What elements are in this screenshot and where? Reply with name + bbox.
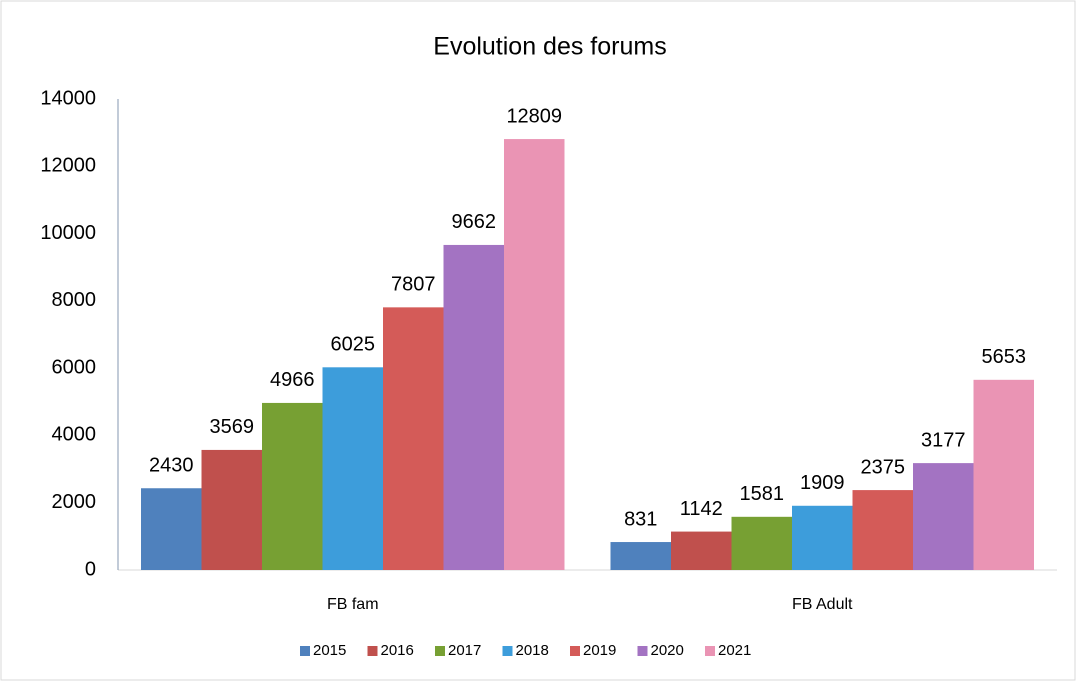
bar: [322, 367, 383, 570]
y-tick-label: 2000: [52, 491, 97, 513]
bar: [610, 542, 671, 570]
y-tick-label: 8000: [52, 289, 97, 311]
y-tick-label: 4000: [52, 424, 97, 446]
legend-label: 2016: [381, 642, 414, 659]
data-label: 2430: [149, 455, 194, 477]
data-label: 9662: [452, 211, 497, 233]
legend-swatch: [502, 646, 513, 656]
data-label: 831: [624, 508, 657, 530]
legend-label: 2018: [516, 642, 549, 659]
y-tick-label: 0: [85, 558, 96, 580]
data-label: 3177: [921, 429, 966, 451]
legend-label: 2015: [313, 642, 346, 659]
data-label: 4966: [270, 369, 315, 391]
legend-swatch: [435, 646, 445, 656]
legend-label: 2021: [718, 642, 751, 659]
legend-swatch: [570, 646, 580, 656]
bar: [671, 531, 732, 570]
x-tick-label: FB Adult: [792, 596, 853, 613]
legend-label: 2019: [583, 642, 616, 659]
data-label: 7807: [391, 274, 436, 296]
legend-swatch: [300, 646, 310, 656]
bar: [731, 516, 792, 570]
data-label: 1142: [680, 498, 723, 520]
y-tick-label: 10000: [40, 222, 96, 244]
legend-label: 2017: [448, 642, 481, 659]
data-label: 1581: [740, 483, 785, 505]
chart-title: Evolution des forums: [433, 33, 666, 61]
bar: [201, 449, 262, 570]
data-label: 5653: [982, 346, 1027, 368]
bar: [262, 402, 323, 570]
data-label: 12809: [506, 105, 562, 127]
bar: [443, 244, 504, 570]
bar: [504, 139, 565, 570]
bar: [913, 463, 974, 570]
y-tick-label: 6000: [52, 356, 97, 378]
y-tick-label: 12000: [40, 155, 96, 177]
legend-swatch: [705, 646, 715, 656]
bar: [792, 505, 853, 570]
data-label: 3569: [210, 416, 255, 438]
bar: [973, 379, 1034, 570]
y-tick-label: 14000: [40, 87, 96, 109]
data-label: 2375: [861, 456, 906, 478]
data-label: 6025: [331, 334, 376, 356]
bar: [141, 488, 202, 570]
legend-label: 2020: [651, 642, 684, 659]
bar: [852, 490, 913, 570]
legend-swatch: [367, 646, 378, 656]
legend-swatch: [637, 646, 648, 656]
bar: [383, 307, 444, 570]
data-label: 1909: [800, 472, 845, 494]
x-tick-label: FB fam: [327, 596, 379, 613]
